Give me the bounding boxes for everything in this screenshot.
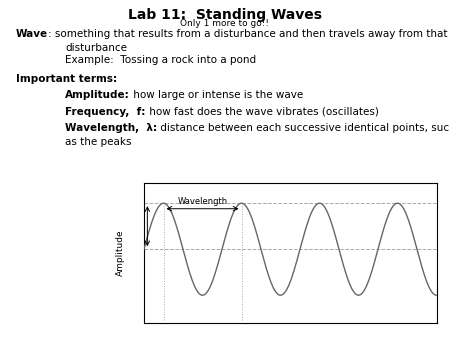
Text: Wavelength: Wavelength bbox=[177, 196, 228, 206]
Text: Wave: Wave bbox=[16, 29, 48, 39]
Text: how fast does the wave vibrates (oscillates): how fast does the wave vibrates (oscilla… bbox=[146, 106, 378, 117]
Text: distance between each successive identical points, such: distance between each successive identic… bbox=[158, 123, 450, 132]
Text: Only 1 more to go!!: Only 1 more to go!! bbox=[180, 19, 270, 28]
Text: disturbance: disturbance bbox=[65, 43, 127, 53]
Text: Amplitude:: Amplitude: bbox=[65, 91, 130, 100]
Text: Example:  Tossing a rock into a pond: Example: Tossing a rock into a pond bbox=[65, 55, 256, 65]
Text: : something that results from a disturbance and then travels away from that: : something that results from a disturba… bbox=[48, 29, 447, 39]
Text: as the peaks: as the peaks bbox=[65, 137, 132, 147]
Text: how large or intense is the wave: how large or intense is the wave bbox=[130, 91, 303, 100]
Text: Important terms:: Important terms: bbox=[16, 74, 117, 84]
Text: Frequency,  f:: Frequency, f: bbox=[65, 106, 146, 117]
Text: Amplitude: Amplitude bbox=[116, 230, 125, 276]
Text: Wavelength,  λ:: Wavelength, λ: bbox=[65, 123, 158, 132]
Text: Lab 11:  Standing Waves: Lab 11: Standing Waves bbox=[128, 8, 322, 22]
